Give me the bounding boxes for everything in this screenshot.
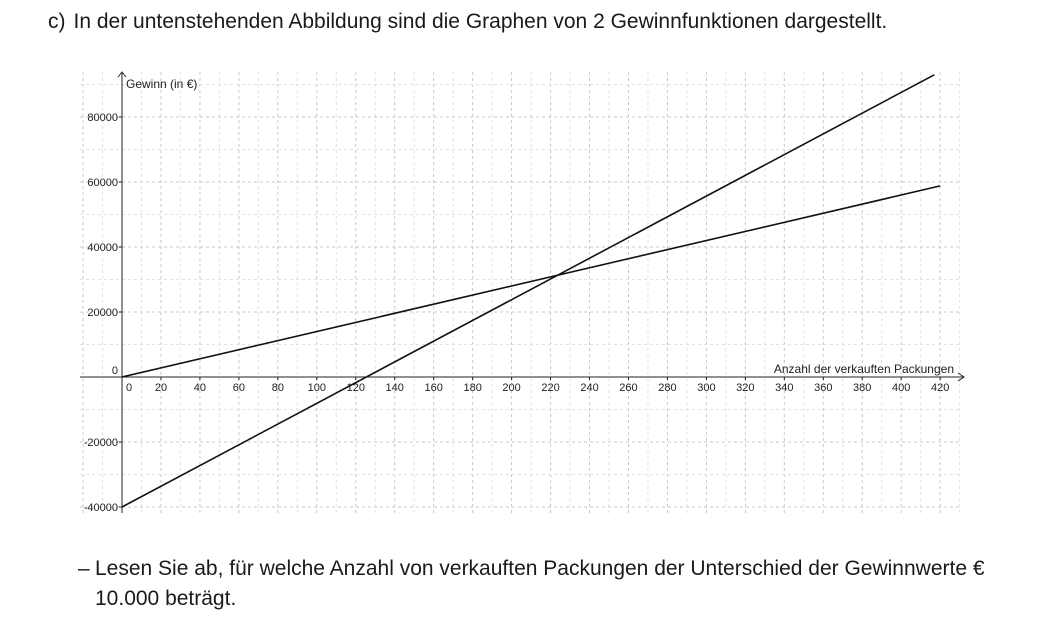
task-text: Lesen Sie ab, für welche Anzahl von verk… <box>95 557 985 610</box>
x-tick-label: 0 <box>126 382 132 394</box>
series <box>121 74 941 508</box>
x-tick-label: 340 <box>775 382 793 394</box>
bullet-dash: – <box>78 557 90 580</box>
x-tick-label: 80 <box>272 382 284 394</box>
tick-labels: 0 20 40 60 80 100 120 140 160 180 200 220 240 260 280 3… <box>84 112 950 514</box>
x-tick-label: 120 <box>347 382 365 394</box>
x-tick-label: 360 <box>814 382 832 394</box>
grid <box>80 72 962 513</box>
y-tick-label: 40000 <box>87 242 118 254</box>
x-tick-label: 140 <box>386 382 404 394</box>
x-tick-label: 20 <box>155 382 167 394</box>
x-axis-arrow <box>957 372 965 382</box>
axes <box>80 71 965 513</box>
x-tick-label: 100 <box>308 382 326 394</box>
heading-text: In der untenstehenden Abbildung sind die… <box>73 10 888 33</box>
x-tick-label: 180 <box>463 382 481 394</box>
x-tick-label: 200 <box>502 382 520 394</box>
y-axis-arrow <box>117 71 127 78</box>
y-tick-label: -40000 <box>84 502 118 514</box>
x-tick-label: 300 <box>697 382 715 394</box>
y-tick-label: -20000 <box>84 437 118 449</box>
x-tick-label: 240 <box>580 382 598 394</box>
x-tick-label: 160 <box>425 382 443 394</box>
x-tick-label: 380 <box>853 382 871 394</box>
y-tick-label: 0 <box>112 365 118 377</box>
x-tick-label: 40 <box>194 382 206 394</box>
x-tick-label: 280 <box>658 382 676 394</box>
part-label: c) <box>48 10 66 33</box>
y-tick-label: 20000 <box>87 307 118 319</box>
profit-line-1 <box>121 185 941 378</box>
x-tick-label: 400 <box>892 382 910 394</box>
y-axis-label: Gewinn (in €) <box>126 77 197 91</box>
x-tick-label: 260 <box>619 382 637 394</box>
x-axis-label: Anzahl der verkauften Packungen <box>774 362 954 376</box>
y-tick-label: 60000 <box>87 177 118 189</box>
x-tick-label: 420 <box>931 382 949 394</box>
x-tick-label: 320 <box>736 382 754 394</box>
y-tick-label: 80000 <box>87 112 118 124</box>
task-instruction: – Lesen Sie ab, für welche Anzahl von ve… <box>78 554 998 614</box>
task-heading: c) In der untenstehenden Abbildung sind d… <box>48 10 887 34</box>
x-tick-label: 220 <box>541 382 559 394</box>
x-tick-label: 60 <box>233 382 245 394</box>
profit-line-2 <box>121 74 935 508</box>
